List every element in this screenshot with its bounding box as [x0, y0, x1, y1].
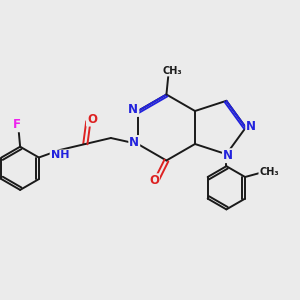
Text: N: N: [223, 149, 233, 162]
Text: F: F: [13, 118, 21, 131]
Text: O: O: [149, 174, 159, 187]
Text: O: O: [87, 112, 97, 126]
Text: CH₃: CH₃: [259, 167, 279, 177]
Text: N: N: [246, 119, 256, 133]
Text: N: N: [128, 103, 138, 116]
Text: CH₃: CH₃: [162, 66, 182, 76]
Text: NH: NH: [51, 150, 69, 161]
Text: N: N: [129, 136, 139, 149]
